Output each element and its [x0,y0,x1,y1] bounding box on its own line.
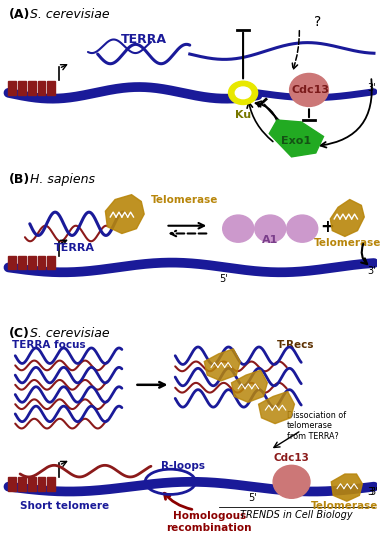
Bar [28,477,36,491]
Text: Exo1: Exo1 [281,136,312,147]
Polygon shape [258,392,294,424]
Text: 5': 5' [219,274,228,284]
Bar [18,81,26,95]
Bar [9,477,16,491]
Text: H. sapiens: H. sapiens [30,173,95,186]
Bar [47,477,55,491]
Text: Telomerase: Telomerase [314,238,381,248]
Polygon shape [204,349,240,381]
Text: (A): (A) [9,9,30,21]
Text: TERRA focus: TERRA focus [12,340,86,350]
Text: 5': 5' [241,96,250,105]
Text: S. cerevisiae: S. cerevisiae [30,326,109,340]
Ellipse shape [229,81,258,104]
Text: (C): (C) [9,326,29,340]
Ellipse shape [289,73,328,106]
Bar [47,256,55,270]
Ellipse shape [235,87,251,98]
Bar [18,477,26,491]
Text: R-loops: R-loops [161,461,204,471]
Text: Cdc13: Cdc13 [292,85,330,95]
Bar [47,81,55,95]
Polygon shape [331,474,362,501]
Ellipse shape [273,465,310,498]
Bar [38,477,45,491]
Ellipse shape [255,215,286,242]
Text: Ku: Ku [235,110,251,120]
Ellipse shape [223,215,254,242]
Text: Telomerase: Telomerase [311,501,379,511]
Text: 3': 3' [367,83,376,93]
Polygon shape [330,200,364,236]
Text: (B): (B) [9,173,30,186]
Text: S. cerevisiae: S. cerevisiae [30,9,109,21]
Text: TRENDS in Cell Biology: TRENDS in Cell Biology [240,510,353,520]
Text: ?: ? [314,15,321,29]
Bar [28,256,36,270]
Text: Dissociation of
telomerase
from TERRA?: Dissociation of telomerase from TERRA? [287,411,346,441]
Text: Short telomere: Short telomere [20,501,109,511]
Text: 3': 3' [369,486,378,496]
Text: Homologous
recombination: Homologous recombination [166,511,252,532]
Text: T-Recs: T-Recs [277,340,315,350]
Bar [28,81,36,95]
Text: +: + [320,218,334,236]
Polygon shape [231,370,267,402]
Text: 3': 3' [367,486,376,496]
Bar [9,81,16,95]
Polygon shape [106,195,144,233]
Text: Telomerase: Telomerase [151,195,218,204]
Text: 3': 3' [367,266,376,276]
Text: TERRA: TERRA [54,243,95,253]
Text: TERRA: TERRA [121,33,167,46]
Text: Cdc13: Cdc13 [274,454,310,463]
Text: 5': 5' [248,493,257,503]
Bar [38,81,45,95]
Text: A1: A1 [262,235,279,245]
Polygon shape [269,120,324,157]
Bar [9,256,16,270]
Ellipse shape [287,215,318,242]
Bar [38,256,45,270]
Bar [18,256,26,270]
